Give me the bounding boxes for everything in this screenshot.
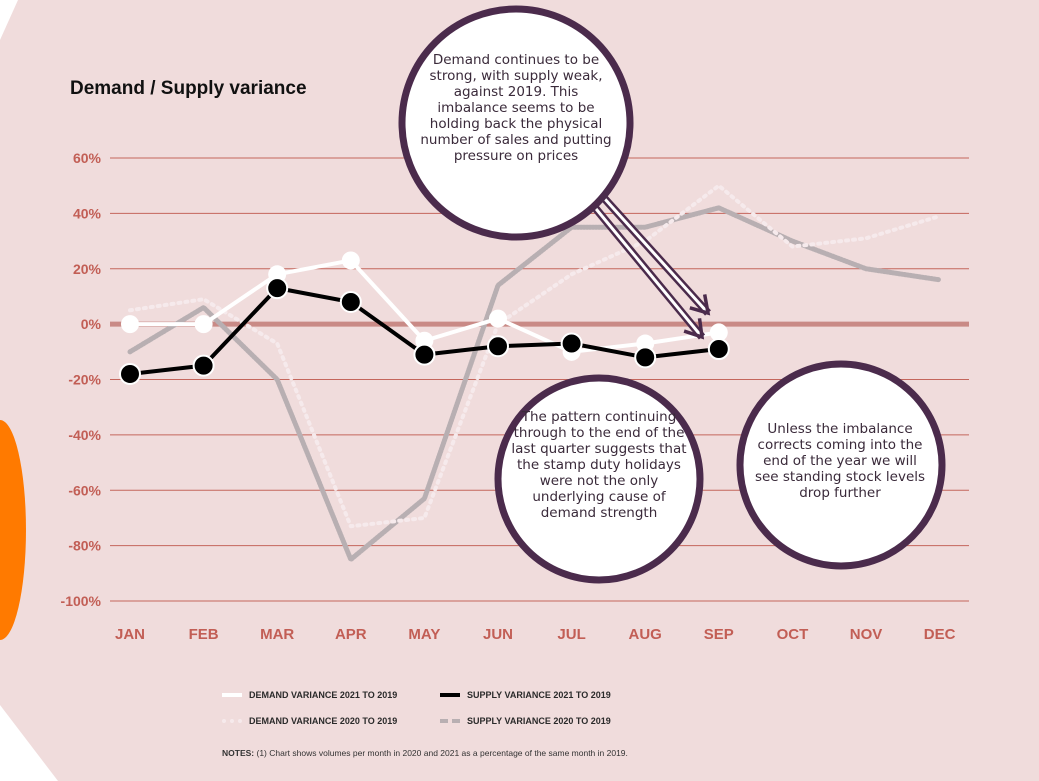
annotation-bubble-middle xyxy=(494,374,704,584)
data-point-supply-2021 xyxy=(487,335,509,358)
annotation-right-text: Unless the imbalance corrects coming int… xyxy=(754,421,926,501)
callout-arrow-jul-head xyxy=(683,318,705,340)
series-lines xyxy=(119,183,943,562)
x-tick-label: MAR xyxy=(260,626,294,643)
orange-decoration xyxy=(0,420,26,640)
annotation-top-text: Demand continues to be strong, with supp… xyxy=(420,52,612,164)
data-point-demand-2021 xyxy=(341,251,360,270)
legend-item-supply-2020: SUPPLY VARIANCE 2020 TO 2019 xyxy=(440,716,611,726)
data-point-demand-2021 xyxy=(121,315,139,334)
y-tick-label: 60% xyxy=(73,150,102,166)
x-tick-label: AUG xyxy=(629,626,662,643)
data-point-supply-2021 xyxy=(560,332,583,355)
legend-label-demand-2020: DEMAND VARIANCE 2020 TO 2019 xyxy=(249,716,398,726)
x-tick-label: OCT xyxy=(777,626,809,643)
callout-arrow-sep-head xyxy=(689,294,711,316)
annotation-middle-text: The pattern continuing through to the en… xyxy=(511,409,687,521)
y-axis-tick-labels: 60% 40% 20% 0% -20% -40% -60% -80% -100% xyxy=(61,150,102,609)
data-point-supply-2021 xyxy=(634,346,657,369)
y-tick-label: 20% xyxy=(73,261,102,277)
data-point-supply-2021 xyxy=(707,338,730,361)
x-tick-label: SEP xyxy=(704,626,734,643)
data-point-supply-2021 xyxy=(192,354,215,377)
x-tick-label: FEB xyxy=(189,626,219,643)
notes-label: NOTES: xyxy=(222,748,255,758)
legend-label-supply-2021: SUPPLY VARIANCE 2021 TO 2019 xyxy=(467,690,611,700)
data-point-supply-2021 xyxy=(413,343,436,366)
annotation-bubble-top xyxy=(398,5,634,241)
callout-arrow-jul-inner xyxy=(590,203,704,338)
data-point-demand-2021 xyxy=(709,323,728,342)
y-tick-label: -100% xyxy=(61,593,102,609)
legend-label-supply-2020: SUPPLY VARIANCE 2020 TO 2019 xyxy=(467,716,611,726)
legend-swatch-supply-2020 xyxy=(440,719,460,723)
callout-arrows xyxy=(588,195,711,340)
legend-swatch-demand-2020 xyxy=(222,719,242,723)
callout-arrow-sep-inner xyxy=(602,196,710,315)
legend-item-supply-2021: SUPPLY VARIANCE 2021 TO 2019 xyxy=(440,690,611,700)
data-point-supply-2021 xyxy=(339,290,362,313)
x-tick-label: DEC xyxy=(924,626,956,643)
x-tick-label: APR xyxy=(335,626,367,643)
annotation-bubbles xyxy=(398,5,946,584)
data-point-demand-2021 xyxy=(194,315,213,334)
data-point-supply-2021 xyxy=(119,362,141,385)
x-axis-tick-labels: JAN FEB MAR APR MAY JUN JUL AUG SEP OCT NOV DEC xyxy=(115,626,956,643)
x-tick-label: JAN xyxy=(115,626,145,643)
legend-item-demand-2020: DEMAND VARIANCE 2020 TO 2019 xyxy=(222,716,397,726)
x-tick-label: NOV xyxy=(850,626,883,643)
y-tick-label: 40% xyxy=(73,205,102,221)
legend-swatch-demand-2021 xyxy=(222,693,242,697)
x-tick-label: JUN xyxy=(483,626,513,643)
data-point-supply-2021 xyxy=(266,277,289,300)
legend-item-demand-2021: DEMAND VARIANCE 2021 TO 2019 xyxy=(222,690,397,700)
y-tick-label: -80% xyxy=(68,538,101,554)
x-tick-label: MAY xyxy=(408,626,440,643)
chart-notes: NOTES: (1) Chart shows volumes per month… xyxy=(222,748,628,758)
y-tick-label: 0% xyxy=(81,316,102,332)
y-tick-label: -20% xyxy=(68,372,101,388)
x-tick-label: JUL xyxy=(557,626,585,643)
legend-label-demand-2021: DEMAND VARIANCE 2021 TO 2019 xyxy=(249,690,398,700)
chart-title: Demand / Supply variance xyxy=(70,78,307,99)
legend-swatch-supply-2021 xyxy=(440,693,460,697)
series-line-demand-2020 xyxy=(128,183,942,529)
data-point-demand-2021 xyxy=(489,309,507,328)
notes-text: (1) Chart shows volumes per month in 202… xyxy=(256,748,628,758)
y-tick-label: -60% xyxy=(68,482,101,498)
y-tick-label: -40% xyxy=(68,427,101,443)
annotation-bubble-right xyxy=(736,360,946,570)
